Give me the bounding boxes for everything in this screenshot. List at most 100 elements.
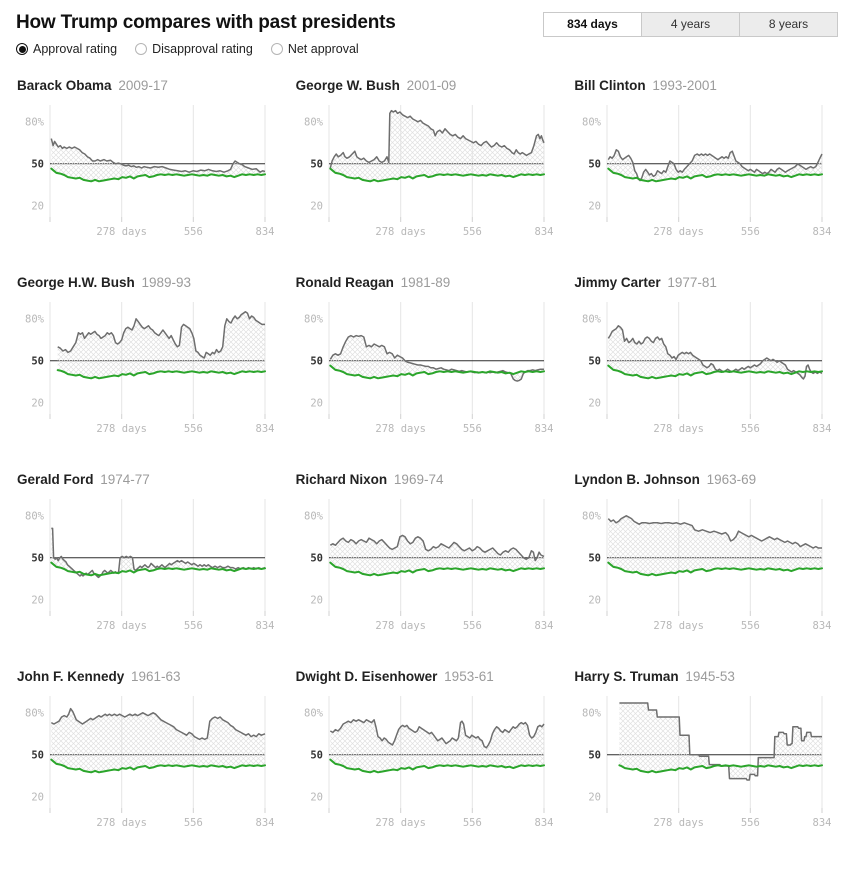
president-title: Jimmy Carter 1977-81 xyxy=(574,275,838,290)
president-title: Bill Clinton 1993-2001 xyxy=(574,78,838,93)
svg-text:834: 834 xyxy=(534,817,553,829)
radio-disapproval-rating[interactable]: Disapproval rating xyxy=(135,42,253,56)
president-chart-cell: George W. Bush 2001-09 20 50 80% 278 days 55… xyxy=(295,78,560,251)
approval-chart: 20 50 80% 278 days 556 834 xyxy=(25,105,275,238)
svg-text:556: 556 xyxy=(741,620,760,632)
approval-chart: 20 50 80% 278 days 556 834 xyxy=(304,499,553,632)
svg-text:556: 556 xyxy=(462,423,481,435)
radio-label: Disapproval rating xyxy=(152,42,253,56)
svg-text:556: 556 xyxy=(462,620,481,632)
svg-text:556: 556 xyxy=(741,817,760,829)
svg-text:20: 20 xyxy=(310,791,323,803)
svg-text:80%: 80% xyxy=(582,510,602,522)
president-title: Gerald Ford 1974-77 xyxy=(17,472,281,487)
president-name: Ronald Reagan xyxy=(295,275,394,290)
svg-text:834: 834 xyxy=(256,817,275,829)
chart-grid: Barack Obama 2009-17 20 50 80% 278 days 556 8… xyxy=(16,78,838,842)
svg-text:278 days: 278 days xyxy=(96,620,147,632)
svg-text:20: 20 xyxy=(31,594,44,606)
svg-text:20: 20 xyxy=(589,594,602,606)
president-name: Richard Nixon xyxy=(295,472,388,487)
president-chart-cell: Harry S. Truman 1945-53 20 50 80% 278 days 5… xyxy=(573,669,838,842)
svg-text:80%: 80% xyxy=(304,313,324,325)
radio-selected-icon[interactable] xyxy=(16,43,28,55)
president-chart-cell: Richard Nixon 1969-74 20 50 80% 278 days 556… xyxy=(295,472,560,645)
svg-text:80%: 80% xyxy=(25,510,45,522)
svg-text:80%: 80% xyxy=(582,313,602,325)
svg-text:50: 50 xyxy=(31,552,44,564)
president-chart-cell: George H.W. Bush 1989-93 20 50 80% 278 days… xyxy=(16,275,281,448)
approval-chart: 20 50 80% 278 days 556 834 xyxy=(25,302,275,435)
president-years: 2009-17 xyxy=(114,78,168,93)
range-button-4-years[interactable]: 4 years xyxy=(641,12,740,37)
svg-text:556: 556 xyxy=(741,226,760,238)
svg-text:80%: 80% xyxy=(304,116,324,128)
svg-text:834: 834 xyxy=(256,620,275,632)
radio-approval-rating[interactable]: Approval rating xyxy=(16,42,117,56)
svg-text:556: 556 xyxy=(462,817,481,829)
svg-text:50: 50 xyxy=(31,355,44,367)
svg-text:20: 20 xyxy=(310,200,323,212)
svg-text:278 days: 278 days xyxy=(375,423,426,435)
president-name: Bill Clinton xyxy=(574,78,646,93)
range-button-834-days[interactable]: 834 days xyxy=(543,12,642,37)
svg-text:20: 20 xyxy=(589,791,602,803)
header: How Trump compares with past presidents … xyxy=(16,12,838,70)
svg-text:80%: 80% xyxy=(25,707,45,719)
approval-chart: 20 50 80% 278 days 556 834 xyxy=(304,696,553,829)
svg-text:278 days: 278 days xyxy=(96,226,147,238)
approval-chart: 20 50 80% 278 days 556 834 xyxy=(304,105,553,238)
president-chart-cell: Dwight D. Eisenhower 1953-61 20 50 80% 278 … xyxy=(295,669,560,842)
svg-text:556: 556 xyxy=(184,226,203,238)
svg-text:20: 20 xyxy=(31,397,44,409)
president-name: Gerald Ford xyxy=(17,472,94,487)
radio-net-approval[interactable]: Net approval xyxy=(270,42,359,56)
president-title: George W. Bush 2001-09 xyxy=(296,78,560,93)
svg-text:50: 50 xyxy=(310,355,323,367)
president-years: 2001-09 xyxy=(402,78,457,93)
approval-chart: 20 50 80% 278 days 556 834 xyxy=(582,499,832,632)
president-name: George W. Bush xyxy=(295,78,400,93)
svg-text:50: 50 xyxy=(310,158,323,170)
president-years: 1993-2001 xyxy=(648,78,717,93)
svg-text:834: 834 xyxy=(813,226,832,238)
president-title: Richard Nixon 1969-74 xyxy=(296,472,560,487)
svg-text:20: 20 xyxy=(31,200,44,212)
president-years: 1977-81 xyxy=(663,275,717,290)
approval-chart: 20 50 80% 278 days 556 834 xyxy=(25,696,275,829)
svg-text:834: 834 xyxy=(256,226,275,238)
president-name: Lyndon B. Johnson xyxy=(574,472,700,487)
svg-text:556: 556 xyxy=(741,423,760,435)
president-name: Barack Obama xyxy=(17,78,112,93)
president-name: John F. Kennedy xyxy=(17,669,125,684)
approval-chart: 20 50 80% 278 days 556 834 xyxy=(304,302,553,435)
president-title: Barack Obama 2009-17 xyxy=(17,78,281,93)
svg-text:556: 556 xyxy=(462,226,481,238)
svg-text:20: 20 xyxy=(31,791,44,803)
metric-radio-group: Approval rating Disapproval rating Net a… xyxy=(16,42,838,56)
svg-text:834: 834 xyxy=(256,423,275,435)
radio-unselected-icon[interactable] xyxy=(135,43,148,55)
president-name: Dwight D. Eisenhower xyxy=(295,669,438,684)
president-years: 1945-53 xyxy=(681,669,735,684)
president-title: George H.W. Bush 1989-93 xyxy=(17,275,281,290)
svg-text:80%: 80% xyxy=(25,116,45,128)
president-years: 1981-89 xyxy=(396,275,451,290)
svg-text:834: 834 xyxy=(813,817,832,829)
svg-text:556: 556 xyxy=(184,620,203,632)
svg-text:834: 834 xyxy=(534,620,553,632)
svg-text:278 days: 278 days xyxy=(375,226,426,238)
president-title: Dwight D. Eisenhower 1953-61 xyxy=(296,669,560,684)
svg-text:80%: 80% xyxy=(582,116,602,128)
svg-text:50: 50 xyxy=(31,158,44,170)
range-button-8-years[interactable]: 8 years xyxy=(739,12,838,37)
svg-text:20: 20 xyxy=(310,397,323,409)
president-title: Lyndon B. Johnson 1963-69 xyxy=(574,472,838,487)
president-name: Harry S. Truman xyxy=(574,669,679,684)
svg-text:278 days: 278 days xyxy=(654,817,705,829)
svg-text:20: 20 xyxy=(589,397,602,409)
approval-chart: 20 50 80% 278 days 556 834 xyxy=(582,302,832,435)
radio-unselected-icon[interactable] xyxy=(270,43,283,55)
radio-label: Approval rating xyxy=(33,42,118,56)
president-title: Ronald Reagan 1981-89 xyxy=(296,275,560,290)
